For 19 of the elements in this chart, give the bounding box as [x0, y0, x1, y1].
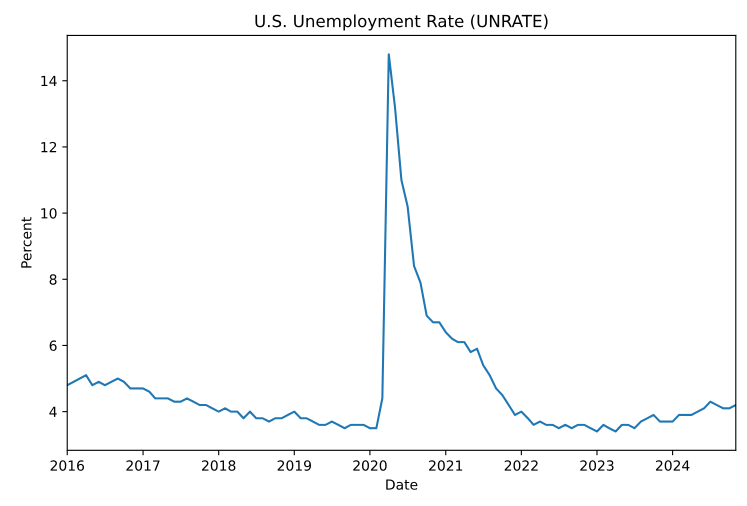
y-tick-label: 14 [41, 76, 57, 86]
x-tick-label: 2016 [50, 460, 84, 471]
y-axis-title: Percent [21, 217, 32, 268]
x-tick-label: 2017 [126, 460, 160, 471]
chart-title: U.S. Unemployment Rate (UNRATE) [255, 14, 548, 31]
y-tick-label: 12 [41, 142, 56, 152]
x-tick-label: 2024 [656, 460, 690, 471]
x-tick-label: 2020 [353, 460, 387, 471]
x-tick-label: 2023 [580, 460, 614, 471]
x-tick-label: 2022 [504, 460, 538, 471]
y-tick-label: 6 [50, 340, 57, 351]
y-tick-label: 4 [49, 406, 57, 417]
line-series [67, 53, 736, 433]
x-axis-title: Date [386, 479, 418, 490]
x-tick-label: 2019 [278, 460, 311, 471]
x-tick-label: 2018 [202, 460, 236, 471]
y-tick-label: 8 [50, 274, 57, 285]
y-tick-label: 10 [41, 208, 57, 219]
x-tick-label: 2021 [429, 460, 462, 471]
